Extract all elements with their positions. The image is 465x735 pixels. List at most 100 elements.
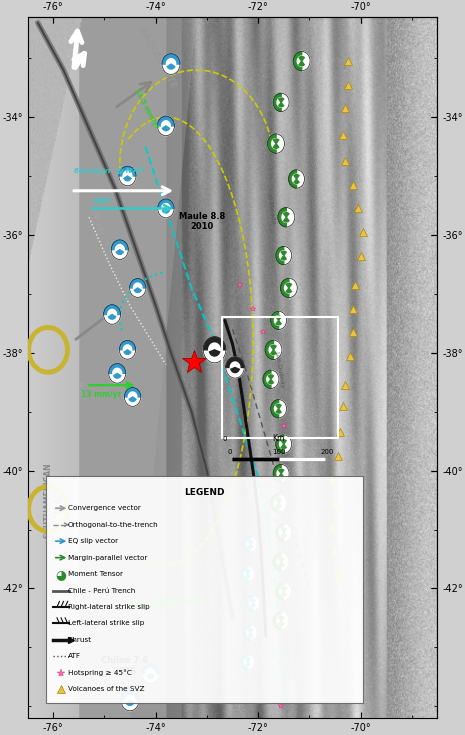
Wedge shape <box>203 337 226 350</box>
Circle shape <box>276 435 292 453</box>
Wedge shape <box>279 587 288 596</box>
Wedge shape <box>279 473 284 478</box>
Circle shape <box>158 199 174 218</box>
Text: 200: 200 <box>320 449 334 455</box>
Text: Chile - Perú Trench: Chile - Perú Trench <box>68 587 135 594</box>
Wedge shape <box>294 174 299 179</box>
Wedge shape <box>263 370 271 389</box>
Text: Hotspring ≥ 45°C: Hotspring ≥ 45°C <box>68 670 132 676</box>
Wedge shape <box>130 279 146 288</box>
Wedge shape <box>273 93 281 112</box>
Wedge shape <box>120 340 136 350</box>
Text: N89°: N89° <box>94 198 113 204</box>
Wedge shape <box>282 212 291 222</box>
Circle shape <box>244 625 257 641</box>
Text: Right-lateral strike slip: Right-lateral strike slip <box>68 604 150 610</box>
Circle shape <box>241 654 255 670</box>
Wedge shape <box>281 444 286 448</box>
Text: Chiloé 7.6
2016: Chiloé 7.6 2016 <box>101 656 149 676</box>
Text: Volcanoes of the SVZ: Volcanoes of the SVZ <box>68 686 145 692</box>
Wedge shape <box>294 179 299 183</box>
Wedge shape <box>279 562 284 567</box>
Wedge shape <box>272 139 280 148</box>
Wedge shape <box>273 143 279 148</box>
Text: LEGEND: LEGEND <box>184 488 225 498</box>
Text: 66 mm/yr  @ N78°: 66 mm/yr @ N78° <box>73 167 145 174</box>
Text: N-10°: N-10° <box>76 380 84 401</box>
Circle shape <box>273 465 289 483</box>
Text: 0: 0 <box>228 449 232 455</box>
Wedge shape <box>226 357 244 368</box>
Wedge shape <box>297 56 306 66</box>
Circle shape <box>289 170 305 188</box>
Wedge shape <box>299 57 304 61</box>
Wedge shape <box>108 315 116 319</box>
Wedge shape <box>276 435 284 453</box>
Wedge shape <box>124 350 131 354</box>
Circle shape <box>130 279 146 298</box>
FancyArrowPatch shape <box>76 309 115 340</box>
Circle shape <box>125 387 141 406</box>
Wedge shape <box>246 662 250 666</box>
Wedge shape <box>104 305 120 315</box>
Wedge shape <box>123 345 132 355</box>
Circle shape <box>271 400 286 418</box>
Wedge shape <box>271 350 276 354</box>
Wedge shape <box>276 582 284 600</box>
Wedge shape <box>276 503 281 507</box>
Circle shape <box>276 523 292 542</box>
Text: 6.5 mm/yr: 6.5 mm/yr <box>130 602 178 611</box>
Text: Orthogonal-to-the-trench: Orthogonal-to-the-trench <box>68 522 159 528</box>
Text: EQ slip vector: EQ slip vector <box>68 538 118 544</box>
Wedge shape <box>247 540 254 548</box>
Wedge shape <box>244 625 251 641</box>
Circle shape <box>142 664 159 684</box>
Wedge shape <box>277 469 286 478</box>
Wedge shape <box>209 343 220 356</box>
Wedge shape <box>279 469 284 473</box>
Wedge shape <box>109 364 126 373</box>
Wedge shape <box>246 574 250 578</box>
Wedge shape <box>231 368 239 373</box>
Wedge shape <box>157 116 174 126</box>
Wedge shape <box>289 170 297 188</box>
Circle shape <box>109 364 126 383</box>
Wedge shape <box>251 599 255 603</box>
Bar <box>222 318 338 438</box>
Wedge shape <box>115 245 124 255</box>
Wedge shape <box>147 674 154 678</box>
Wedge shape <box>281 440 286 444</box>
Wedge shape <box>274 315 283 325</box>
Circle shape <box>226 357 244 378</box>
Wedge shape <box>281 587 286 592</box>
Wedge shape <box>230 362 240 373</box>
Wedge shape <box>276 316 281 320</box>
Wedge shape <box>277 98 286 107</box>
Circle shape <box>120 340 136 359</box>
Circle shape <box>280 279 297 298</box>
Text: Thrust: Thrust <box>68 637 91 643</box>
Wedge shape <box>281 528 286 532</box>
Text: NAZCA PLATE: NAZCA PLATE <box>138 24 178 90</box>
Text: Km: Km <box>272 434 285 443</box>
Wedge shape <box>268 379 273 384</box>
Wedge shape <box>279 617 284 621</box>
Circle shape <box>271 311 286 329</box>
Text: Convergence vector: Convergence vector <box>68 505 141 512</box>
Circle shape <box>278 207 295 227</box>
Wedge shape <box>162 54 180 64</box>
Wedge shape <box>268 375 273 379</box>
Circle shape <box>273 93 289 112</box>
Wedge shape <box>281 532 286 537</box>
Wedge shape <box>276 409 281 413</box>
Circle shape <box>276 582 292 600</box>
Wedge shape <box>274 404 283 414</box>
Wedge shape <box>246 570 250 574</box>
Wedge shape <box>271 400 279 418</box>
Wedge shape <box>241 566 248 581</box>
Wedge shape <box>281 256 286 260</box>
Wedge shape <box>248 540 252 544</box>
Wedge shape <box>111 240 128 250</box>
Wedge shape <box>271 311 279 329</box>
Wedge shape <box>281 592 286 596</box>
